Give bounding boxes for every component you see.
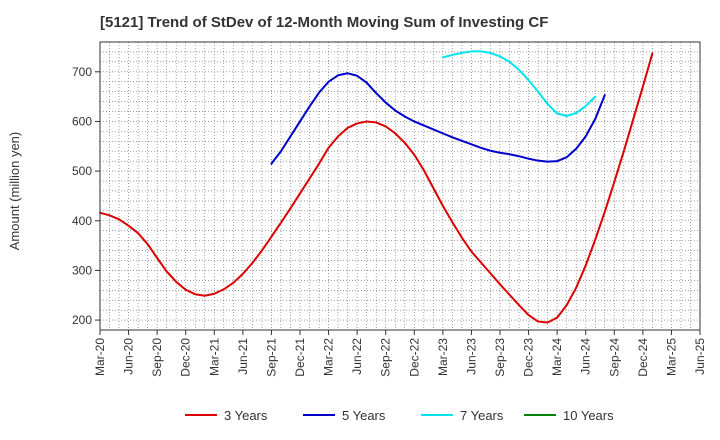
series-line-3 — [441, 50, 597, 117]
x-tick-label: Dec-22 — [407, 338, 421, 377]
plot-area — [100, 42, 700, 330]
plot-frame — [99, 41, 701, 331]
x-tick-label: Dec-24 — [636, 338, 650, 377]
x-tick-label: Jun-21 — [236, 338, 250, 375]
y-tick-label: 300 — [72, 263, 92, 277]
grid — [100, 42, 700, 330]
y-tick-label: 700 — [72, 65, 92, 79]
series-line-2 — [270, 72, 606, 165]
x-tick-label: Sep-24 — [607, 338, 621, 377]
x-tick-label: Jun-22 — [350, 338, 364, 375]
x-tick-label: Dec-23 — [522, 338, 536, 377]
y-axis-label: Amount (million yen) — [7, 132, 22, 251]
legend-label-4: 10 Years — [563, 408, 614, 423]
x-tick-label: Sep-22 — [379, 338, 393, 377]
x-tick-label: Dec-21 — [293, 338, 307, 377]
x-axis-ticks: Mar-20 Jun-20 Sep-20 Dec-20 Mar-21 Jun-21 Sep-… — [93, 330, 707, 377]
legend-label-3: 7 Years — [460, 408, 504, 423]
y-tick-label: 500 — [72, 164, 92, 178]
x-tick-label: Sep-23 — [493, 338, 507, 377]
x-tick-label: Dec-20 — [179, 338, 193, 377]
x-tick-label: Jun-25 — [693, 338, 707, 375]
x-tick-label: Jun-20 — [122, 338, 136, 375]
y-tick-label: 400 — [72, 214, 92, 228]
y-axis-ticks: 200 300 400 500 600 700 — [72, 65, 100, 327]
legend-label-1: 3 Years — [224, 408, 268, 423]
x-tick-label: Jun-23 — [464, 338, 478, 375]
x-tick-label: Mar-23 — [436, 338, 450, 376]
series-lines — [99, 50, 654, 324]
legend: 3 Years 5 Years 7 Years 10 Years — [185, 408, 614, 423]
x-tick-label: Mar-25 — [664, 338, 678, 376]
x-tick-label: Mar-21 — [207, 338, 221, 376]
x-tick-label: Sep-20 — [150, 338, 164, 377]
x-tick-label: Mar-24 — [550, 338, 564, 376]
x-tick-label: Mar-22 — [322, 338, 336, 376]
legend-label-2: 5 Years — [342, 408, 386, 423]
x-tick-label: Mar-20 — [93, 338, 107, 376]
y-tick-label: 600 — [72, 114, 92, 128]
x-tick-label: Jun-24 — [579, 338, 593, 375]
series-line-1 — [99, 52, 654, 324]
y-tick-label: 200 — [72, 313, 92, 327]
x-tick-label: Sep-21 — [264, 338, 278, 377]
chart-title: [5121] Trend of StDev of 12-Month Moving… — [100, 14, 548, 31]
